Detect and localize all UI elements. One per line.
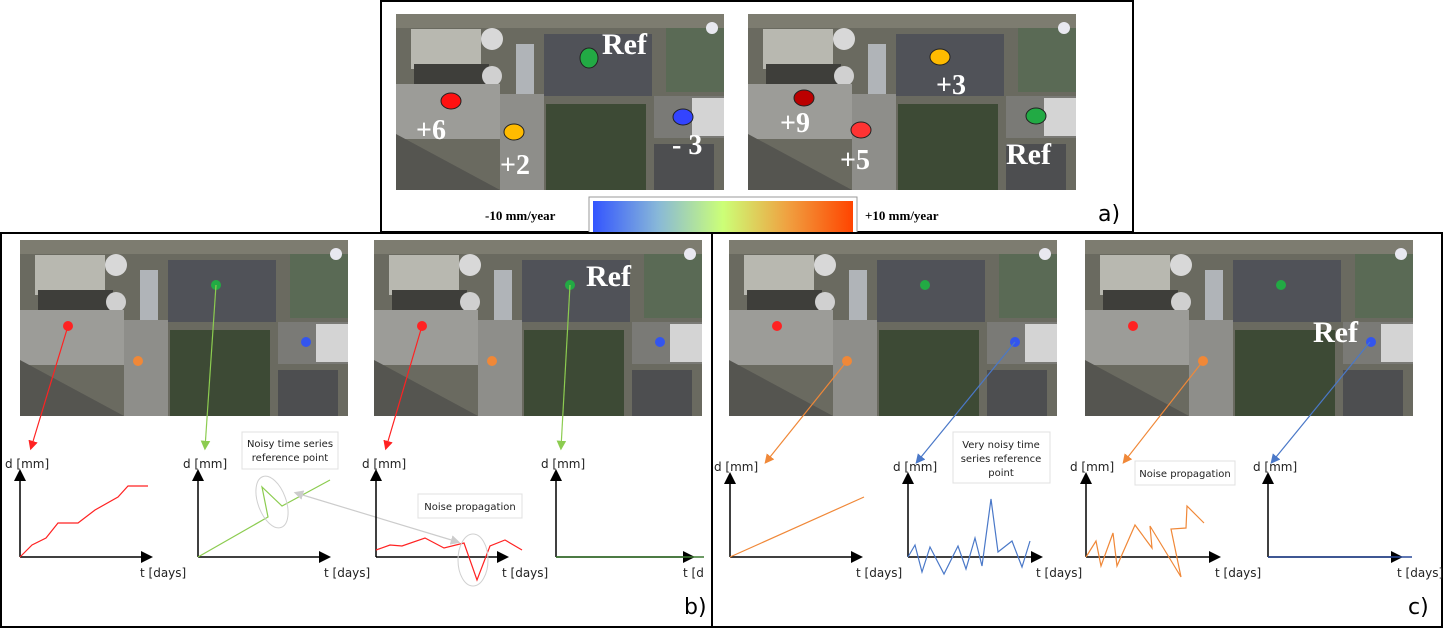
x-axis-label: t [days] [140,566,186,580]
y-axis-label: d [mm] [1253,460,1297,474]
panel-a-left-map: Ref +6 +2 - 3 [396,14,724,190]
colorbar-min-label: -10 mm/year [485,208,556,223]
value-label: - 3 [672,130,702,161]
ref-label: Ref [1313,316,1359,349]
x-axis-label: t [days] [502,566,548,580]
x-axis-label: t [days] [1036,566,1082,580]
panel-c-chart-3: Noise propagation d [mm] t [days] [1070,460,1261,580]
x-axis-label: t [days] [856,566,902,580]
red-point [440,92,462,110]
x-axis-label: t [d [683,566,704,580]
time-series-line [197,479,331,558]
panel-c-chart-4: d [mm] t [days] [1253,460,1443,580]
x-axis-label: t [days] [1397,566,1443,580]
note-box [417,493,523,519]
yellow-point [503,123,525,141]
y-axis-label: d [mm] [541,457,585,471]
ref-label: Ref [602,28,648,61]
panel-b-chart-2: Noisy time series reference point d [mm]… [183,431,370,580]
y-axis-label: d [mm] [183,457,227,471]
time-series-line [907,498,1031,576]
darkred-point [793,89,815,107]
value-label: +9 [780,108,810,139]
note-text: Noise propagation [424,502,515,513]
x-axis-label: t [days] [324,566,370,580]
panel-c-chart-1: d [mm] t [days] [714,460,902,580]
x-axis-label: t [days] [1215,566,1261,580]
y-axis-label: d [mm] [893,460,937,474]
noise-highlight-ellipse [457,533,489,587]
colorbar [593,201,853,233]
note-text: Noisy time series [247,439,333,450]
panel-b-map-2: Ref [374,240,702,416]
note-text: reference point [252,453,329,464]
panel-b-chart-3: Noise propagation d [mm] t [days] [362,457,548,587]
note-box [241,431,339,470]
green-point [579,47,599,69]
note-box [952,431,1051,484]
time-series-line [375,537,523,582]
panel-c-map-1 [729,240,1057,416]
y-axis-label: d [mm] [714,460,758,474]
y-axis-label: d [mm] [362,457,406,471]
panel-c-pointer-arrows [764,341,1371,464]
colorbar-max-label: +10 mm/year [865,208,939,223]
panel-a-right-map: +3 +9 +5 Ref [748,14,1076,190]
y-axis-label: d [mm] [1070,460,1114,474]
noise-propagation-arrow [293,490,461,545]
panel-b-map-1 [20,240,348,416]
noise-highlight-ellipse [255,475,289,529]
y-axis-label: d [mm] [5,457,49,471]
time-series-line [1085,504,1205,578]
value-label: +2 [500,150,530,181]
note-box [1134,460,1236,486]
panel-c-frame [711,232,1443,628]
value-label: +5 [840,145,870,176]
yellow-point [929,48,951,66]
note-text: series reference [961,454,1042,465]
panel-letter-b: b) [684,595,707,620]
red-point [850,121,872,139]
value-label: +6 [416,115,446,146]
note-text: Very noisy time [962,440,1040,451]
note-text: Noise propagation [1139,469,1230,480]
blue-point [672,108,694,126]
ref-label: Ref [586,260,632,293]
panel-c-chart-2: Very noisy time series reference point d… [893,431,1082,580]
panel-b-pointer-arrows [28,284,571,451]
time-series-line [19,485,148,558]
value-label: +3 [936,70,966,101]
ref-label: Ref [1006,138,1052,171]
panel-b-chart-4: d [mm] t [d [541,457,704,580]
panel-b-chart-1: d [mm] t [days] [5,457,186,580]
panel-letter-c: c) [1408,595,1429,620]
panel-c-map-2: Ref [1085,240,1413,416]
green-point [1025,107,1047,125]
panel-letter-a: a) [1098,202,1120,227]
time-series-line [729,496,865,558]
note-text: point [988,468,1014,479]
